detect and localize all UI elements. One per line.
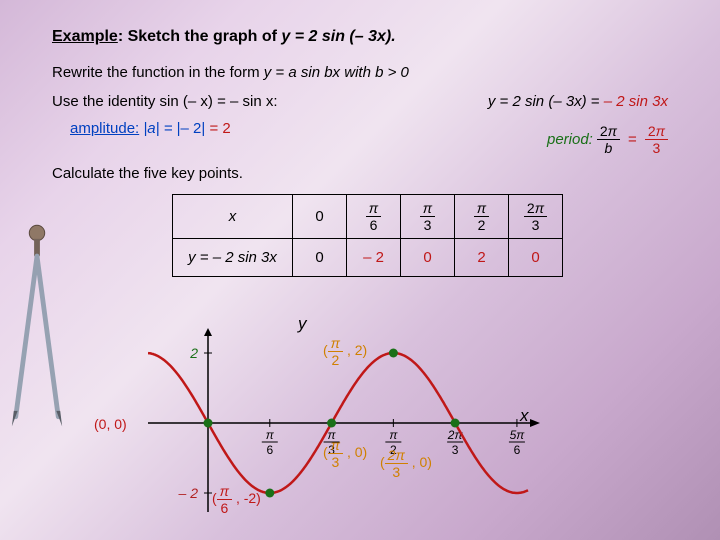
- keypoint-label: (π6 , -2): [212, 484, 261, 515]
- keypoints-table: x 0 π6 π3 π2 2π3 y = – 2 sin 3x 0 – 2 0 …: [172, 194, 563, 277]
- compass-icon: [8, 210, 66, 430]
- svg-text:3: 3: [452, 443, 459, 457]
- rewrite-line: Rewrite the function in the form y = a s…: [52, 64, 668, 81]
- svg-text:π: π: [389, 428, 398, 442]
- svg-text:5π: 5π: [510, 428, 526, 442]
- sine-chart: 2– 2π6π3π22π35π6 x y (0, 0)(π6 , -2)(π3 …: [148, 328, 548, 518]
- identity-line: Use the identity sin (– x) = – sin x:: [52, 93, 278, 110]
- period-line: period: 2πb = 2π3: [547, 124, 668, 155]
- amplitude-line: amplitude: |a| = |– 2| = 2: [70, 120, 231, 155]
- svg-text:– 2: – 2: [178, 485, 199, 501]
- svg-text:2: 2: [189, 345, 198, 361]
- x-axis-label: x: [520, 406, 529, 426]
- keypoint-label: (0, 0): [94, 416, 127, 432]
- svg-text:6: 6: [514, 443, 521, 457]
- svg-text:π: π: [266, 428, 275, 442]
- calc-line: Calculate the five key points.: [52, 165, 668, 182]
- svg-text:6: 6: [266, 443, 273, 457]
- keypoint-label: (π2 , 2): [323, 336, 367, 367]
- keypoint-label: (2π3 , 0): [380, 448, 432, 479]
- rhs-transform: y = 2 sin (– 3x) = – 2 sin 3x: [488, 93, 668, 110]
- keypoint-label: (π3 , 0): [323, 438, 367, 469]
- example-title: Example: Sketch the graph of y = 2 sin (…: [52, 28, 668, 46]
- y-axis-label: y: [298, 314, 307, 334]
